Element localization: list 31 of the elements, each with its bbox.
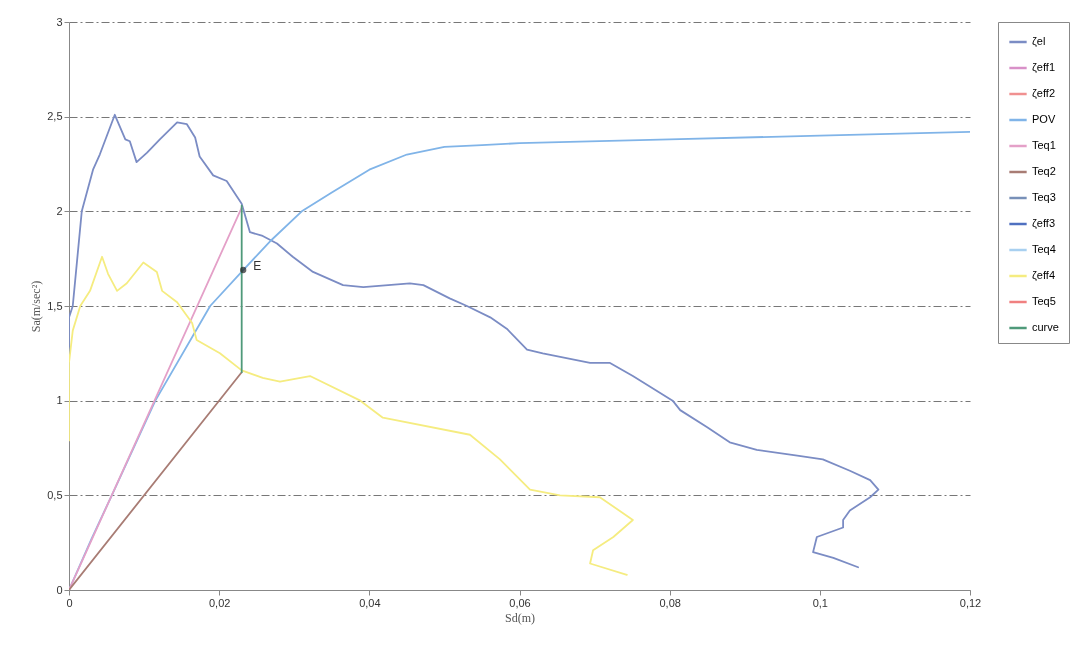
y-axis-title: Sa(m/sec²) [29, 280, 44, 333]
y-tick-label: 3 [56, 15, 63, 28]
annotation: E [253, 259, 262, 274]
legend-label: curve [1032, 321, 1059, 333]
x-tick-label: 0,08 [659, 596, 681, 609]
legend-label: Teq3 [1032, 191, 1056, 203]
legend-label: POV [1032, 113, 1056, 125]
x-tick-label: 0,1 [812, 596, 828, 609]
legend-label: Teq5 [1032, 295, 1056, 307]
y-tick-label: 2,5 [47, 110, 63, 123]
y-tick-label: 1 [56, 394, 63, 407]
legend-label: Teq2 [1032, 165, 1056, 177]
y-tick-label: 1,5 [47, 299, 63, 312]
legend-label: ζeff2 [1032, 87, 1055, 99]
x-tick-label: 0,06 [509, 596, 531, 609]
line-series [69, 113, 880, 569]
x-axis-title: Sd(m) [505, 610, 535, 625]
line-series [69, 255, 634, 576]
x-tick-label: 0,04 [359, 596, 381, 609]
y-tick-label: 2 [56, 204, 63, 217]
legend-label: ζeff3 [1032, 217, 1055, 229]
legend-label: ζeff1 [1032, 61, 1055, 73]
legend-label: ζel [1032, 35, 1046, 47]
legend-label: ζeff4 [1032, 269, 1055, 281]
y-tick-label: 0 [56, 583, 63, 596]
x-tick-label: 0,02 [208, 596, 231, 609]
x-tick-label: 0 [66, 596, 73, 609]
legend-label: Teq4 [1032, 243, 1056, 255]
legend-label: Teq1 [1032, 139, 1056, 151]
x-tick-label: 0,12 [959, 596, 982, 609]
y-tick-label: 0,5 [47, 488, 63, 501]
